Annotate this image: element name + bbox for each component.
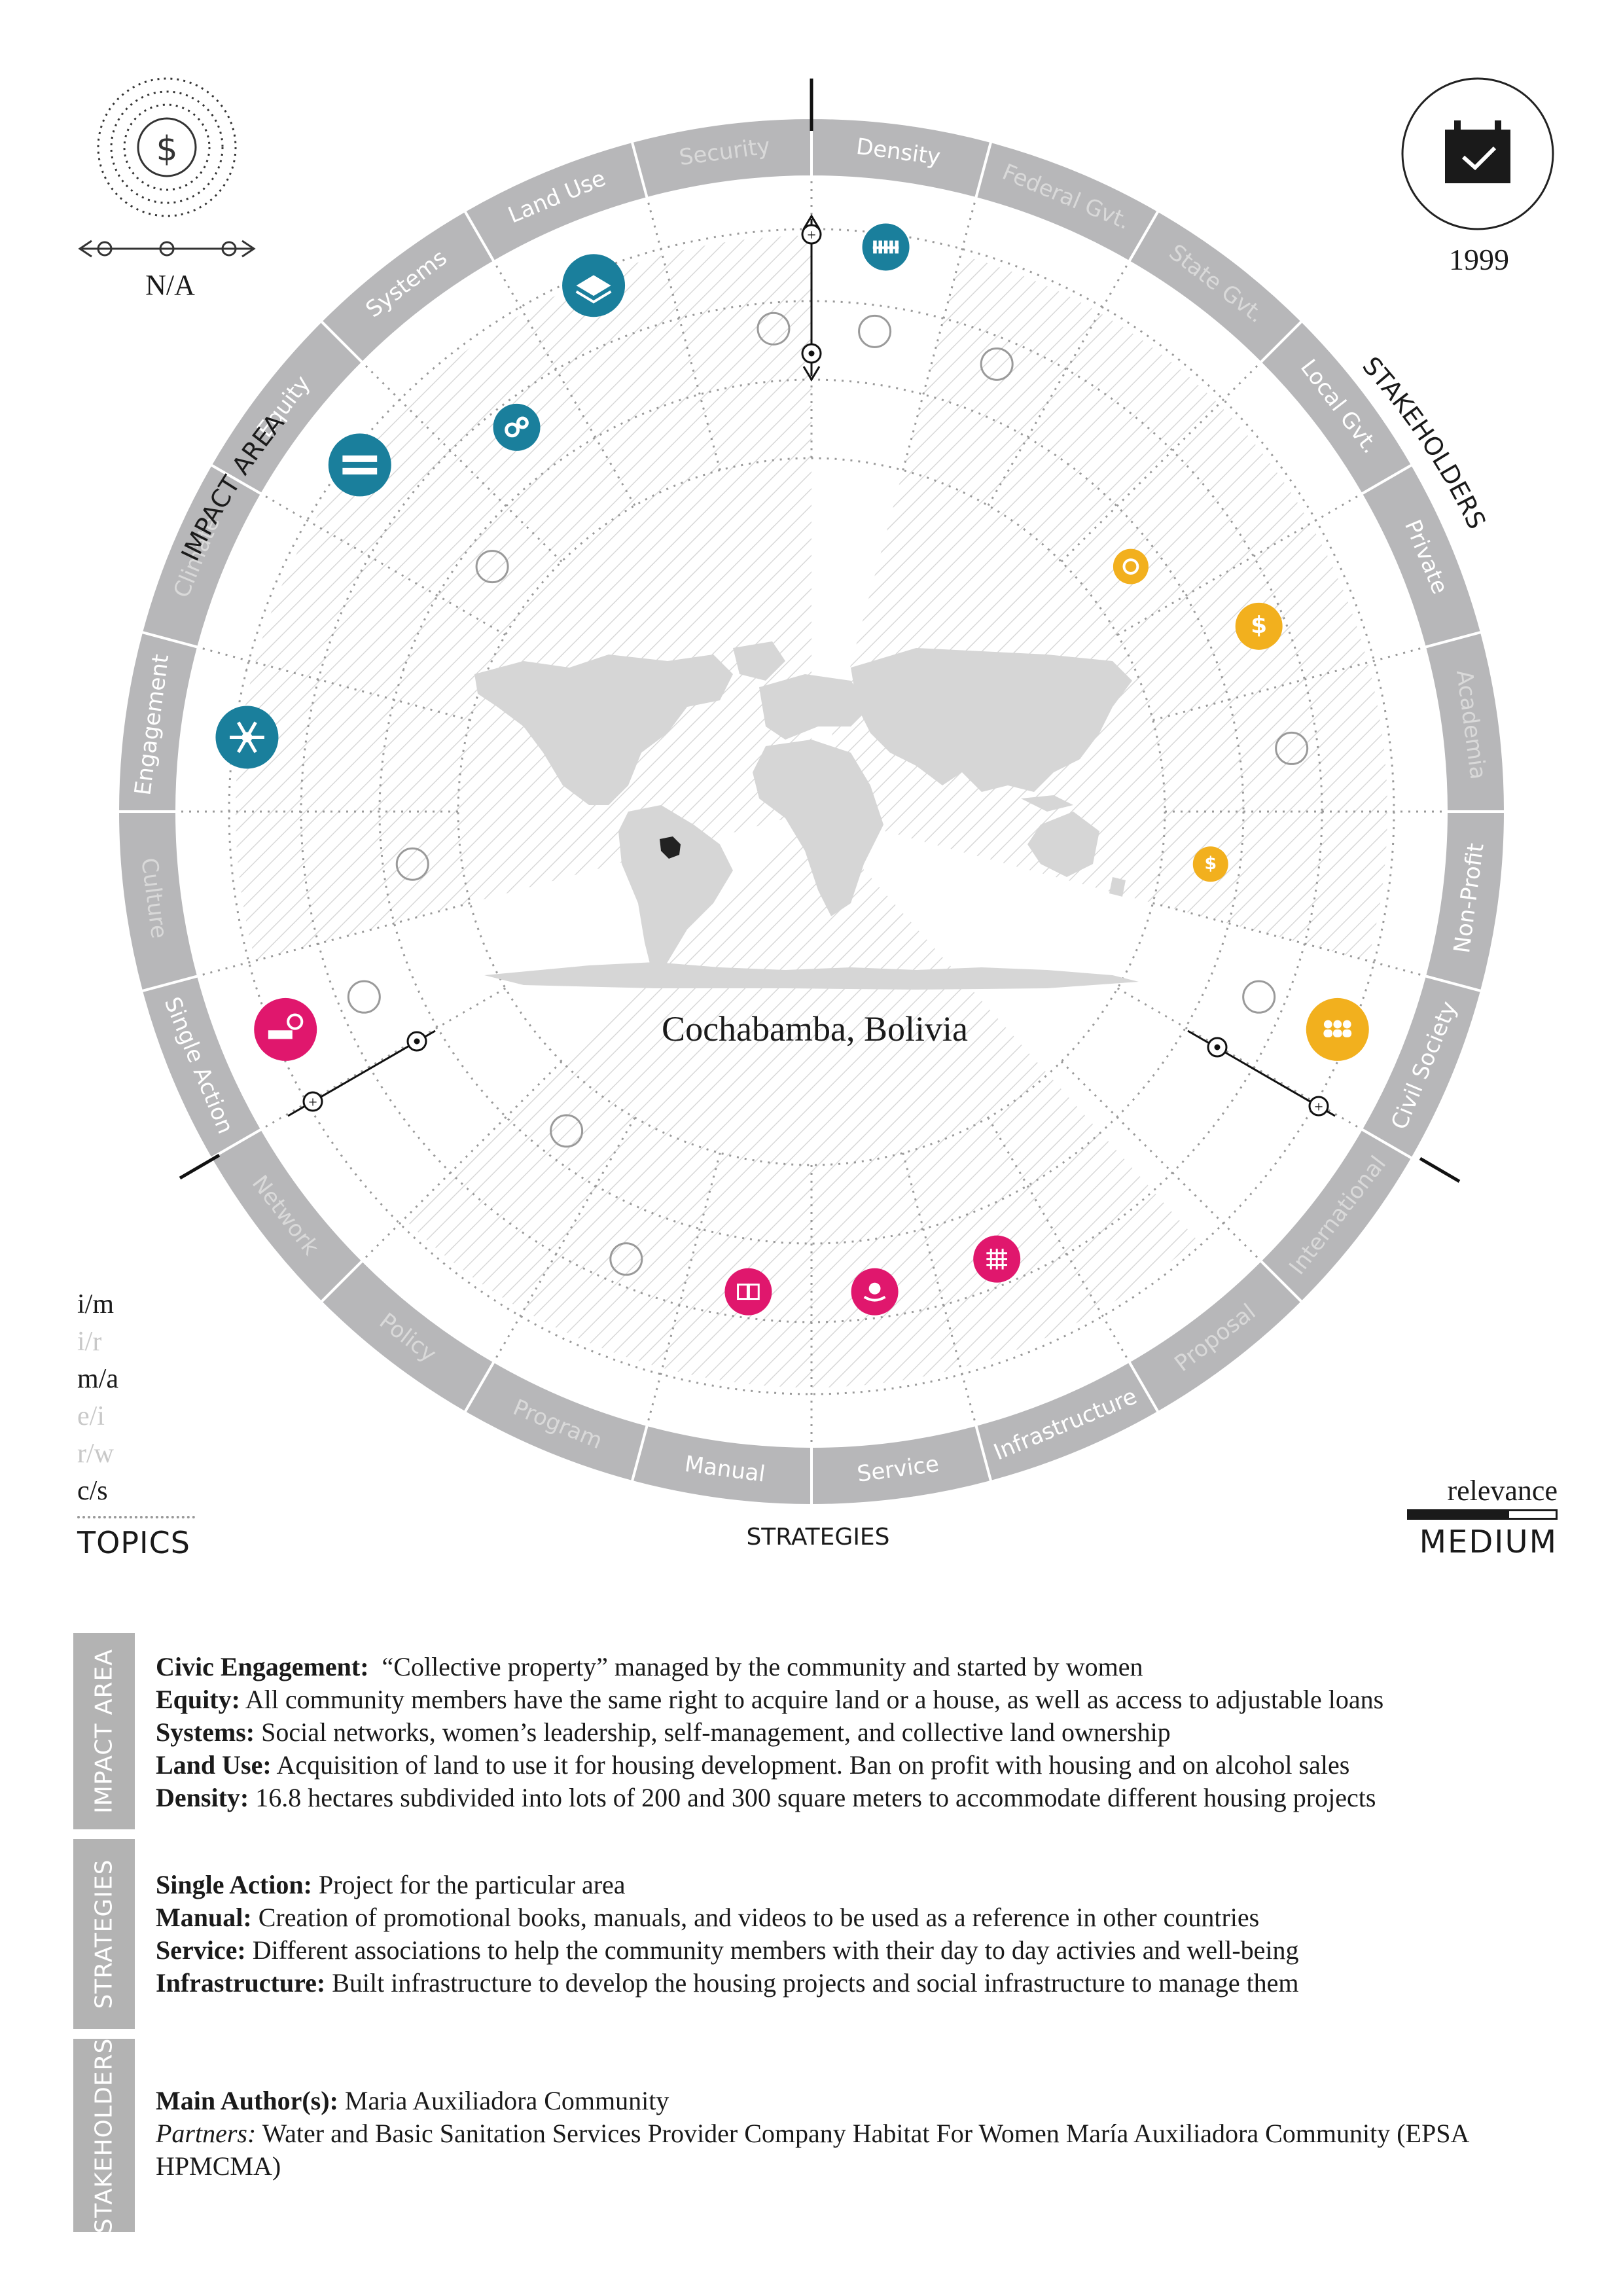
marker	[724, 1268, 772, 1316]
empty-slot	[1275, 731, 1309, 765]
detail-line: Infrastructure: Built infrastructure to …	[156, 1968, 1299, 1998]
world-map	[474, 641, 1139, 990]
empty-slot	[475, 550, 509, 584]
chat-icon	[1122, 558, 1139, 575]
equals-icon	[342, 455, 378, 475]
svg-text:$: $	[156, 130, 177, 169]
marker	[215, 706, 279, 769]
detail-line: Service: Different associations to help …	[156, 1935, 1299, 1965]
marker	[1306, 997, 1369, 1061]
relevance-label: relevance	[1447, 1475, 1558, 1507]
markers: $$	[215, 223, 1369, 1316]
empty-slot	[550, 1114, 584, 1148]
topics-list: i/m i/r m/a e/i r/w c/s	[77, 1286, 208, 1510]
layers-icon	[575, 275, 612, 304]
strategies-details: Single Action: Project for the particula…	[156, 1869, 1569, 2000]
empty-slot	[609, 1242, 643, 1276]
grid-icon	[986, 1248, 1008, 1270]
snowflake-icon	[230, 721, 264, 753]
stakeholders-tab: STAKEHOLDERS	[73, 2037, 135, 2233]
strategies-title: STRATEGIES	[746, 1524, 890, 1551]
topics-divider	[77, 1516, 195, 1518]
cost-label: N/A	[145, 269, 195, 301]
svg-text:+: +	[308, 1094, 317, 1111]
svg-text:+: +	[807, 227, 816, 244]
topic-code: i/r	[77, 1327, 102, 1357]
detail-line: Equity: All community members have the s…	[156, 1685, 1384, 1714]
gears-icon	[505, 416, 529, 438]
detail-line: Land Use: Acquisition of land to use it …	[156, 1750, 1350, 1780]
detail-line: Single Action: Project for the particula…	[156, 1870, 626, 1899]
relevance-block	[1457, 1509, 1508, 1520]
marker	[1113, 548, 1149, 584]
detail-line: Systems: Social networks, women’s leader…	[156, 1717, 1171, 1747]
impact-area-details: Civic Engagement: “Collective property” …	[156, 1651, 1569, 1814]
marker	[862, 223, 910, 271]
marker	[328, 433, 391, 497]
hand-gear-icon	[863, 1282, 886, 1302]
dollar-icon: $	[1204, 853, 1217, 874]
detail-line: Partners: Water and Basic Sanitation Ser…	[156, 2119, 1469, 2181]
range-indicators: + + +	[287, 214, 1336, 1117]
empty-slot	[1242, 980, 1276, 1014]
topic-code: i/m	[77, 1289, 115, 1319]
marker	[493, 403, 541, 451]
marker	[254, 997, 317, 1061]
marker	[973, 1235, 1021, 1283]
year-label: 1999	[1449, 243, 1509, 276]
fence-icon	[872, 240, 899, 254]
topics-title: TOPICS	[77, 1525, 190, 1560]
empty-slot	[980, 347, 1014, 381]
impact-area-tab: IMPACT AREA	[73, 1633, 135, 1829]
marker: $	[1235, 602, 1283, 650]
book-icon	[737, 1283, 760, 1300]
calendar-icon	[1401, 77, 1554, 230]
marker	[851, 1268, 899, 1316]
topic-code: m/a	[77, 1364, 118, 1394]
empty-slot	[347, 980, 381, 1014]
location-label: Cochabamba, Bolivia	[662, 1009, 968, 1049]
detail-line: Manual: Creation of promotional books, m…	[156, 1903, 1260, 1932]
hatched-sector	[236, 236, 812, 961]
empty-slot	[395, 847, 429, 881]
cost-icon: $	[78, 77, 256, 258]
axis-ticks	[179, 79, 1461, 1183]
category-ring	[116, 116, 1507, 1507]
relevance-level: MEDIUM	[1419, 1524, 1558, 1560]
people-icon	[1323, 1020, 1352, 1037]
marker: $	[1192, 846, 1228, 882]
relevance-block	[1507, 1509, 1558, 1520]
strategies-tab: STRATEGIES	[73, 1839, 135, 2029]
empty-slot	[757, 312, 791, 346]
topic-code: e/i	[77, 1401, 105, 1431]
topic-code: r/w	[77, 1439, 114, 1469]
svg-text:$: $	[1251, 612, 1267, 639]
relevance-block	[1407, 1509, 1457, 1520]
detail-line: Main Author(s): Maria Auxiliadora Commun…	[156, 2086, 669, 2115]
bed-icon	[268, 1013, 304, 1039]
dollar-icon: $	[1251, 612, 1267, 639]
topic-code: c/s	[77, 1476, 108, 1506]
marker	[562, 254, 626, 317]
svg-text:$: $	[1204, 853, 1217, 874]
detail-line: Civic Engagement: “Collective property” …	[156, 1652, 1143, 1681]
stakeholders-details: Main Author(s): Maria Auxiliadora Commun…	[156, 2085, 1569, 2183]
empty-slot	[858, 314, 892, 348]
ring-segment	[630, 116, 813, 200]
hatched-sector	[404, 812, 1197, 1388]
bolivia-highlight	[660, 836, 681, 859]
relevance-bar	[1407, 1509, 1558, 1520]
svg-text:+: +	[1314, 1099, 1323, 1116]
detail-line: Density: 16.8 hectares subdivided into l…	[156, 1783, 1376, 1812]
